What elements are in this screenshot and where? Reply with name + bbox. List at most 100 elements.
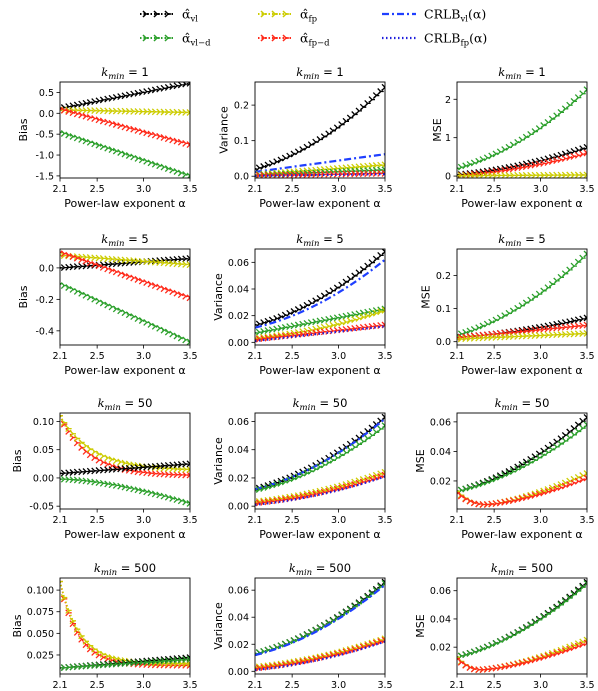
marker-vl (104, 95, 111, 103)
marker-fpd (299, 493, 306, 501)
plot-area (60, 250, 190, 345)
marker-fp (579, 171, 586, 178)
marker-fp (112, 255, 120, 263)
axes-frame (456, 577, 588, 675)
axes-frame (254, 577, 386, 675)
marker-vld (60, 475, 68, 483)
marker-vld (570, 262, 577, 270)
marker-vld (260, 327, 267, 335)
legend-label-vld: α̂vl−d (182, 31, 211, 49)
marker-fp (143, 258, 150, 266)
panel-0-2: 2.1 2.5 3.0 3.5 0 1 2 Power-law exponent α MSE km… (431, 65, 594, 210)
marker-fp (492, 172, 499, 178)
marker-fp (557, 331, 564, 338)
marker-fpd (186, 294, 190, 302)
marker-vld (186, 499, 190, 507)
marker-fp (125, 107, 133, 115)
axes-frame (254, 248, 386, 346)
marker-fp (483, 172, 491, 178)
legend-marker-fpd (260, 34, 267, 42)
marker-fpd (312, 329, 319, 337)
plot-area (255, 578, 385, 672)
marker-fpd (255, 502, 258, 505)
marker-vl (60, 264, 68, 272)
marker-vl (583, 143, 587, 151)
y-tick-label: 0.02 (430, 643, 451, 654)
marker-vl (112, 465, 120, 473)
marker-vl (583, 314, 587, 322)
marker-vld (535, 125, 543, 133)
marker-vld (548, 280, 556, 288)
marker-fpd (260, 335, 267, 343)
marker-fpd (488, 500, 495, 508)
plot-area (60, 82, 190, 178)
marker-fp (60, 414, 63, 417)
y-axis-label: MSE (414, 449, 427, 472)
legend-marker-vld (142, 34, 149, 42)
marker-vld (73, 476, 81, 484)
marker-vl (368, 96, 375, 104)
marker-fp (177, 260, 185, 268)
y-axis-label: Bias (17, 285, 30, 308)
marker-vl (82, 99, 89, 107)
x-tick-label: 3.5 (579, 184, 594, 195)
marker-fp (78, 438, 85, 446)
y-tick-label: 0.100 (27, 586, 54, 597)
x-axis-label: Power-law exponent α (259, 364, 380, 377)
marker-vld (544, 118, 551, 126)
marker-vld (160, 492, 167, 500)
marker-vld (69, 476, 76, 484)
marker-vl (182, 460, 189, 468)
marker-fp (108, 107, 115, 115)
marker-fp (514, 332, 521, 340)
marker-fp (156, 259, 163, 266)
marker-vld (579, 424, 586, 432)
marker-vl (138, 463, 146, 471)
marker-fpd (579, 322, 586, 330)
marker-fp (553, 331, 560, 339)
marker-fp (117, 107, 124, 115)
marker-vl (69, 469, 76, 476)
x-tick-label: 2.1 (449, 515, 464, 526)
marker-fpd (557, 156, 564, 164)
x-tick-label: 3.5 (182, 515, 197, 526)
marker-fpd (255, 338, 258, 341)
marker-fp (492, 333, 499, 341)
x-axis-label: Power-law exponent α (64, 197, 185, 210)
marker-vld (65, 663, 72, 671)
marker-fpd (138, 128, 146, 136)
marker-fpd (320, 328, 328, 336)
marker-vld (544, 284, 551, 292)
marker-fpd (138, 468, 146, 476)
x-tick-label: 3.5 (377, 680, 392, 691)
marker-vld (173, 496, 180, 504)
plot-area (255, 83, 385, 178)
x-tick-label: 2.5 (487, 515, 502, 526)
marker-vl (78, 262, 85, 270)
y-tick-label: 0.1 (234, 136, 249, 147)
marker-vl (108, 260, 115, 268)
series-line-crlbfp (255, 325, 385, 343)
marker-fp (78, 632, 85, 640)
x-tick-label: 2.5 (285, 680, 300, 691)
marker-vld (303, 319, 310, 327)
marker-vld (583, 250, 587, 258)
y-tick-label: 0.06 (228, 417, 249, 428)
marker-vld (566, 101, 573, 109)
marker-vl (117, 93, 124, 101)
marker-fpd (160, 470, 167, 478)
marker-vld (173, 656, 180, 664)
marker-fp (147, 108, 154, 116)
marker-fpd (470, 665, 478, 673)
x-tick-label: 2.5 (90, 184, 105, 195)
marker-vld (95, 479, 102, 487)
panel-title: kmin = 1 (296, 65, 344, 82)
marker-vl (130, 464, 137, 472)
marker-fpd (501, 663, 508, 671)
marker-fp (462, 335, 469, 343)
marker-fp (164, 108, 172, 116)
series-line-crlbvl (255, 258, 385, 329)
marker-fp (342, 318, 349, 326)
legend-label-fp: α̂fp (300, 7, 318, 25)
